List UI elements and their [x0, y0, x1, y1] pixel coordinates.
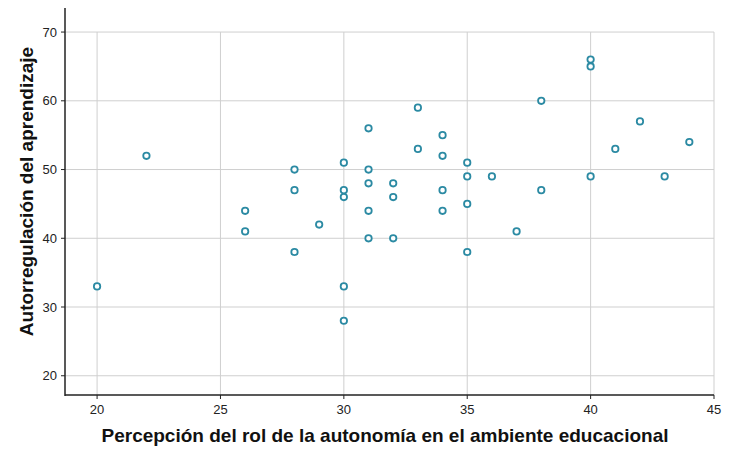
tick: [61, 100, 65, 101]
point: [365, 125, 371, 131]
tick: [714, 395, 715, 399]
point: [439, 187, 445, 193]
point: [661, 173, 667, 179]
tick: [590, 395, 591, 399]
point: [637, 118, 643, 124]
point: [365, 235, 371, 241]
y-axis-title: Autorregulación del aprendizaje: [16, 47, 37, 336]
grid-line: [714, 32, 715, 395]
grid-line: [65, 32, 714, 33]
point: [291, 187, 297, 193]
x-tick-label: 40: [583, 402, 597, 417]
point: [341, 283, 347, 289]
point: [365, 208, 371, 214]
points: [94, 56, 693, 324]
x-tick-label: 20: [90, 402, 104, 417]
grid-line: [343, 32, 344, 395]
point: [686, 139, 692, 145]
x-tick-label: 35: [460, 402, 474, 417]
x-tick-label: 25: [213, 402, 227, 417]
tick: [61, 32, 65, 33]
x-axis-title: Percepción del rol de la autonomía en el…: [102, 425, 669, 446]
point: [464, 249, 470, 255]
point: [291, 166, 297, 172]
tick: [61, 375, 65, 376]
background: [0, 0, 753, 454]
point: [341, 187, 347, 193]
tick: [61, 307, 65, 308]
grid-line: [590, 32, 591, 395]
tick: [61, 169, 65, 170]
point: [439, 132, 445, 138]
grid-line: [65, 375, 714, 376]
point: [587, 56, 593, 62]
point: [612, 146, 618, 152]
chart: 20 30 40 50 60 70 20 25 30 35 40 45 Percepción del r…: [0, 0, 753, 454]
point: [390, 194, 396, 200]
tick: [220, 395, 221, 399]
tick: [467, 395, 468, 399]
point: [341, 159, 347, 165]
point: [242, 208, 248, 214]
point: [538, 187, 544, 193]
grid-line: [97, 32, 98, 395]
point: [439, 153, 445, 159]
x-axis: [65, 394, 714, 396]
point: [587, 63, 593, 69]
grid-line: [65, 307, 714, 308]
point: [94, 283, 100, 289]
point: [439, 208, 445, 214]
point: [464, 159, 470, 165]
y-tick-label: 70: [43, 25, 57, 40]
y-tick-label: 20: [43, 368, 57, 383]
grid-line: [220, 32, 221, 395]
point: [365, 180, 371, 186]
point: [489, 173, 495, 179]
y-tick-label: 40: [43, 231, 57, 246]
grid-line: [65, 100, 714, 101]
point: [464, 201, 470, 207]
point: [464, 173, 470, 179]
point: [415, 146, 421, 152]
point: [365, 166, 371, 172]
point: [341, 318, 347, 324]
point: [341, 194, 347, 200]
x-tick-label: 45: [707, 402, 721, 417]
tick: [343, 395, 344, 399]
y-tick-label: 30: [43, 300, 57, 315]
tick: [97, 395, 98, 399]
point: [143, 153, 149, 159]
point: [513, 228, 519, 234]
grid-line: [467, 32, 468, 395]
point: [587, 173, 593, 179]
x-tick-label: 30: [337, 402, 351, 417]
tick: [61, 238, 65, 239]
point: [390, 235, 396, 241]
point: [242, 228, 248, 234]
point: [390, 180, 396, 186]
point: [316, 221, 322, 227]
point: [538, 98, 544, 104]
y-tick-label: 50: [43, 162, 57, 177]
point: [291, 249, 297, 255]
point: [415, 104, 421, 110]
y-tick-label: 60: [43, 93, 57, 108]
grid-line: [65, 169, 714, 170]
y-axis: [64, 8, 66, 396]
